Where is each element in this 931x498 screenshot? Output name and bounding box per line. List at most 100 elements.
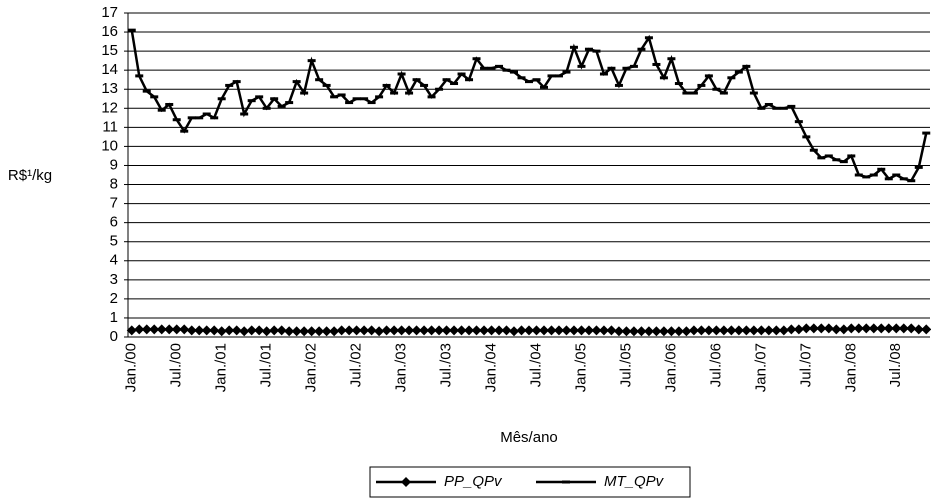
marker-diamond (666, 326, 677, 337)
y-tick-label: 0 (110, 328, 118, 345)
marker-diamond (636, 326, 647, 337)
marker-diamond (748, 325, 759, 336)
x-tick-label: Jan./02 (303, 343, 320, 392)
marker-diamond (426, 325, 437, 336)
marker-diamond (741, 325, 752, 336)
y-tick-label: 6 (110, 214, 118, 231)
marker-diamond (381, 325, 392, 336)
marker-diamond (726, 325, 737, 336)
marker-diamond (681, 326, 692, 337)
marker-diamond (224, 325, 235, 336)
x-tick-label: Jan./08 (842, 343, 859, 392)
x-tick-label: Jul./03 (438, 343, 455, 387)
marker-diamond (164, 324, 175, 335)
marker-diamond (501, 325, 512, 336)
x-tick-label: Jan./06 (662, 343, 679, 392)
x-tick-label: Jan./01 (213, 343, 230, 392)
marker-diamond (261, 326, 272, 337)
y-tick-label: 3 (110, 271, 118, 288)
x-tick-label: Jul./08 (887, 343, 904, 387)
marker-diamond (763, 325, 774, 336)
x-tick-label: Jan./07 (752, 343, 769, 392)
marker-diamond (134, 324, 145, 335)
marker-diamond (823, 323, 834, 334)
marker-diamond (846, 323, 857, 334)
x-tick-label: Jul./06 (707, 343, 724, 387)
marker-diamond (778, 325, 789, 336)
y-tick-label: 14 (101, 61, 118, 78)
marker-diamond (179, 324, 190, 335)
marker-diamond (344, 325, 355, 336)
marker-diamond (231, 325, 242, 336)
marker-diamond (651, 326, 662, 337)
marker-diamond (906, 323, 917, 334)
y-tick-label: 1 (110, 309, 118, 326)
marker-diamond (598, 325, 609, 336)
marker-diamond (194, 325, 205, 336)
y-tick-label: 16 (101, 23, 118, 40)
marker-diamond (808, 323, 819, 334)
marker-diamond (568, 325, 579, 336)
marker-diamond (284, 326, 295, 337)
marker-diamond (449, 325, 460, 336)
marker-diamond (861, 323, 872, 334)
x-tick-label: Jul./07 (797, 343, 814, 387)
y-tick-label: 4 (110, 252, 118, 269)
marker-diamond (509, 326, 520, 337)
marker-diamond (276, 325, 287, 336)
marker-diamond (538, 325, 549, 336)
marker-diamond (329, 326, 340, 337)
marker-diamond (831, 324, 842, 335)
marker-diamond (389, 325, 400, 336)
marker-diamond (201, 325, 212, 336)
marker-diamond (141, 324, 152, 335)
marker-diamond (149, 324, 160, 335)
marker-diamond (816, 323, 827, 334)
x-tick-label: Jul./04 (527, 343, 544, 387)
marker-diamond (254, 325, 265, 336)
x-tick-label: Jul./02 (348, 343, 365, 387)
marker-diamond (658, 326, 669, 337)
marker-diamond (494, 325, 505, 336)
legend-label: MT_QPv (604, 473, 665, 490)
marker-diamond (913, 324, 924, 335)
marker-diamond (606, 325, 617, 336)
legend-label: PP_QPv (444, 473, 503, 490)
marker-diamond (321, 326, 332, 337)
marker-diamond (291, 326, 302, 337)
marker-diamond (711, 325, 722, 336)
y-tick-label: 13 (101, 80, 118, 97)
y-tick-label: 2 (110, 290, 118, 307)
marker-diamond (299, 326, 310, 337)
marker-diamond (359, 325, 370, 336)
y-tick-label: 17 (101, 4, 118, 21)
marker-diamond (576, 325, 587, 336)
marker-diamond (643, 326, 654, 337)
x-tick-label: Jan./03 (393, 343, 410, 392)
y-axis-label: R$¹/kg (8, 167, 52, 184)
marker-diamond (471, 325, 482, 336)
marker-diamond (434, 325, 445, 336)
y-tick-label: 11 (102, 118, 118, 135)
marker-diamond (561, 325, 572, 336)
marker-diamond (771, 325, 782, 336)
marker-diamond (921, 324, 931, 335)
marker-diamond (374, 326, 385, 337)
y-tick-label: 10 (101, 137, 118, 154)
marker-diamond (366, 325, 377, 336)
marker-diamond (853, 323, 864, 334)
y-tick-label: 15 (101, 42, 118, 59)
marker-diamond (786, 324, 797, 335)
marker-diamond (419, 325, 430, 336)
marker-diamond (516, 325, 527, 336)
marker-diamond (613, 326, 624, 337)
x-tick-label: Jan./05 (572, 343, 589, 392)
marker-diamond (126, 325, 137, 336)
y-tick-label: 8 (110, 175, 118, 192)
marker-diamond (898, 323, 909, 334)
marker-diamond (441, 325, 452, 336)
marker-diamond (396, 325, 407, 336)
x-tick-label: Jul./01 (258, 343, 275, 387)
